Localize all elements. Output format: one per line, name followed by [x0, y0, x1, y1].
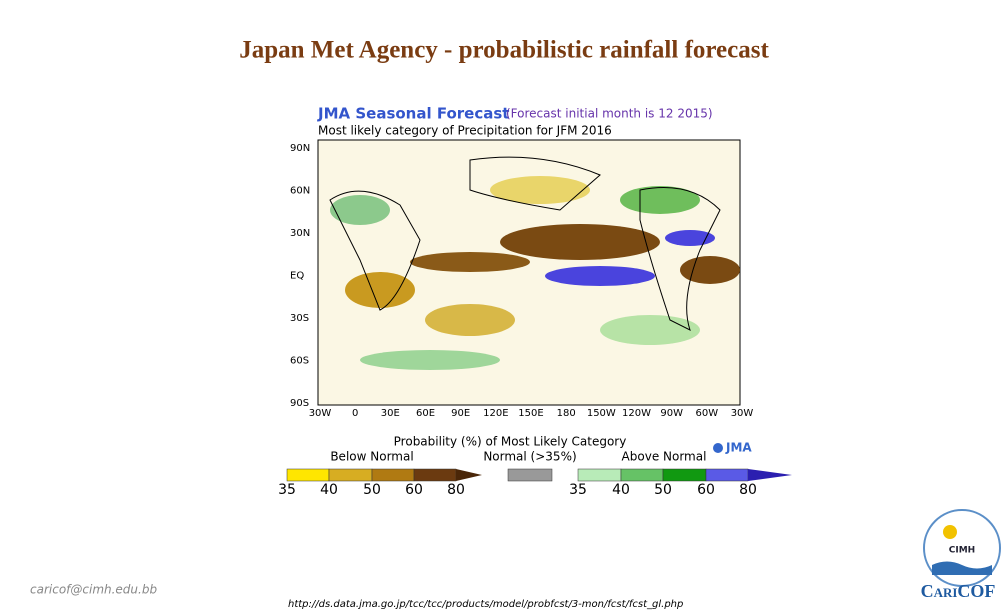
lon-label: 90E — [451, 408, 470, 419]
lon-label: 60E — [416, 408, 435, 419]
lon-label: 60W — [696, 408, 719, 419]
swatch — [371, 468, 415, 482]
lon-label: 150E — [518, 408, 543, 419]
swatch-arrow — [748, 469, 792, 481]
region — [360, 350, 500, 370]
swatch — [662, 468, 707, 482]
region — [680, 256, 740, 284]
footer-email: caricof@cimh.edu.bb — [30, 583, 157, 597]
legend-tick: 80 — [739, 482, 757, 498]
lon-label: 120E — [483, 408, 508, 419]
jma-logo-mark — [713, 443, 723, 453]
logo-name: CIMH — [949, 546, 975, 556]
legend-tick: 60 — [405, 482, 423, 498]
lat-label: 30S — [290, 313, 309, 324]
swatch — [286, 468, 330, 482]
coastline — [329, 156, 721, 331]
legend-tick: 80 — [447, 482, 465, 498]
swatch-arrow — [456, 469, 482, 481]
lon-label: 180 — [557, 408, 576, 419]
legend-tick: 35 — [278, 482, 296, 498]
logo-sun — [943, 525, 957, 539]
lat-label: 90N — [290, 143, 310, 154]
lat-label: EQ — [290, 271, 304, 282]
footer-url: http://ds.data.jma.go.jp/tcc/tcc/product… — [288, 599, 683, 610]
swatch — [705, 468, 749, 482]
map-header-note: (Forecast initial month is 12 2015) — [506, 107, 713, 121]
region — [410, 252, 530, 272]
legend-normal: Normal (>35%) — [483, 450, 576, 464]
legend-tick: 60 — [697, 482, 715, 498]
legend-tick: 40 — [612, 482, 630, 498]
map — [317, 139, 741, 406]
legend-tick: 35 — [569, 482, 587, 498]
legend-above: Above Normal — [622, 450, 707, 464]
lon-label: 150W — [587, 408, 616, 419]
lat-label: 60N — [290, 186, 310, 197]
jma-logo: JMA — [725, 441, 752, 455]
lon-label: 30W — [731, 408, 754, 419]
slide-title: Japan Met Agency - probabilistic rainfal… — [239, 37, 769, 64]
logo-brand: CariCOF — [921, 581, 996, 601]
lon-label: 30W — [309, 408, 332, 419]
legend-tick: 50 — [363, 482, 381, 498]
region — [500, 224, 660, 260]
lon-label: 30E — [381, 408, 400, 419]
region — [620, 186, 700, 214]
legend-tick: 50 — [654, 482, 672, 498]
logo-wave — [932, 561, 992, 575]
lon-label: 0 — [352, 408, 358, 419]
lat-label: 60S — [290, 356, 309, 367]
region — [490, 176, 590, 204]
swatch — [620, 468, 664, 482]
swatch — [328, 468, 373, 482]
region — [345, 272, 415, 308]
cimh-logo: CIMH CariCOF — [921, 509, 1001, 601]
legend-tick: 40 — [320, 482, 338, 498]
lat-label: 90S — [290, 398, 309, 409]
lat-label: 30N — [290, 228, 310, 239]
lon-label: 90W — [660, 408, 683, 419]
swatch — [413, 468, 457, 482]
map-subtitle: Most likely category of Precipitation fo… — [318, 124, 612, 138]
region — [545, 266, 655, 286]
region — [425, 304, 515, 336]
legend-bar — [286, 468, 792, 482]
region — [665, 230, 715, 246]
region — [330, 195, 390, 225]
lon-label: 120W — [622, 408, 651, 419]
map-header: JMA Seasonal Forecast — [317, 105, 509, 123]
legend-below: Below Normal — [330, 450, 413, 464]
region — [600, 315, 700, 345]
legend-title: Probability (%) of Most Likely Category — [394, 435, 627, 449]
swatch — [507, 468, 553, 482]
swatch — [577, 468, 622, 482]
